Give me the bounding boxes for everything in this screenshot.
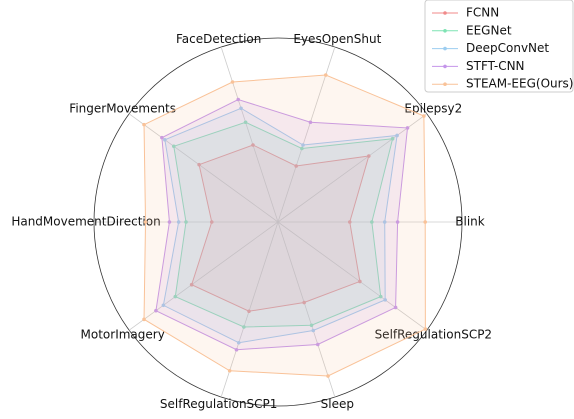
spoke xyxy=(220,221,279,398)
series-point xyxy=(161,303,166,308)
series-point xyxy=(300,146,304,151)
series-point xyxy=(227,368,232,373)
series-point xyxy=(302,300,306,305)
legend-marker xyxy=(443,11,447,15)
legend-label: STFT-CNN xyxy=(466,59,525,73)
series-point xyxy=(160,135,164,140)
series-point xyxy=(154,308,158,313)
series-point xyxy=(395,220,400,224)
spoke xyxy=(220,46,279,223)
series-point xyxy=(422,114,426,118)
series-point xyxy=(316,342,320,347)
series-point xyxy=(167,220,172,224)
legend-marker xyxy=(443,64,447,69)
series-point xyxy=(326,374,330,378)
axis-label: MotorImagery xyxy=(81,327,165,341)
series-point xyxy=(323,73,328,77)
series-point xyxy=(234,347,239,352)
series-point xyxy=(358,279,362,284)
series-point xyxy=(176,220,181,224)
legend-label: EEGNet xyxy=(466,23,512,37)
series-point xyxy=(370,220,374,224)
legend-label: FCNN xyxy=(466,6,499,20)
series-point xyxy=(243,120,248,125)
series-point xyxy=(247,309,251,314)
series-point xyxy=(171,144,176,149)
spoke xyxy=(277,113,428,223)
legend-box xyxy=(424,0,574,93)
axis-label: Epilepsy2 xyxy=(404,102,462,116)
axis-label: HandMovementDirection xyxy=(11,215,160,229)
axis-label: FaceDetection xyxy=(176,32,261,46)
legend-marker xyxy=(443,46,447,51)
series-point xyxy=(197,162,201,167)
axis-label: Sleep xyxy=(321,397,354,411)
series-point xyxy=(173,294,178,299)
series-point xyxy=(423,220,428,224)
series-point xyxy=(142,317,146,322)
series-point xyxy=(390,136,395,141)
series-point xyxy=(236,97,240,102)
axis-label: Blink xyxy=(455,215,485,229)
series-point xyxy=(382,220,387,224)
series-point xyxy=(308,120,313,125)
series-point xyxy=(242,325,246,329)
series-point xyxy=(236,340,241,345)
legend-marker xyxy=(443,29,447,33)
series-point xyxy=(309,323,314,328)
axis-label: EyesOpenShut xyxy=(293,32,381,46)
legend-marker xyxy=(443,82,447,86)
series-point xyxy=(143,220,148,224)
series-point xyxy=(383,298,387,302)
series-point xyxy=(251,143,255,147)
axis-label: FingerMovements xyxy=(69,102,176,116)
series-point xyxy=(189,282,194,287)
series-point xyxy=(294,164,298,168)
series-point xyxy=(367,154,371,158)
spoke xyxy=(277,221,428,331)
series-point xyxy=(209,220,214,224)
series-point xyxy=(311,328,316,333)
series-point xyxy=(393,305,398,310)
spoke xyxy=(277,221,336,398)
series-point xyxy=(378,294,383,299)
spoke xyxy=(128,113,279,223)
series-point xyxy=(395,133,399,138)
series-point xyxy=(301,143,305,147)
series-point xyxy=(142,122,146,127)
series-point xyxy=(423,327,428,331)
series-point xyxy=(230,80,235,84)
series-point xyxy=(163,138,167,142)
axis-label: SelfRegulationSCP1 xyxy=(160,397,278,411)
legend-label: DeepConvNet xyxy=(466,41,549,55)
series-point xyxy=(347,220,352,224)
series-point xyxy=(405,126,410,130)
legend-label: STEAM-EEG(Ours) xyxy=(466,77,573,91)
axis-label: SelfRegulationSCP2 xyxy=(375,327,493,341)
series-point xyxy=(239,106,243,111)
series-point xyxy=(184,220,188,224)
spoke xyxy=(128,221,279,331)
series-area xyxy=(143,74,426,377)
